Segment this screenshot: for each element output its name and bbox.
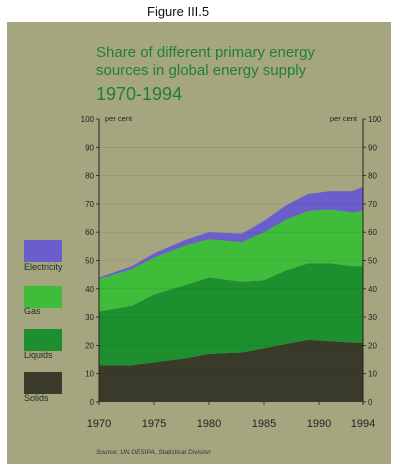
unit-label-left: per cent <box>105 114 133 123</box>
legend-swatch-liquids <box>24 329 62 351</box>
chart-title-line-1: Share of different primary energy <box>96 44 316 61</box>
x-tick-label-1980: 1980 <box>197 418 221 430</box>
y-tick-label-right-90: 90 <box>368 143 377 152</box>
figure-label: Figure III.5 <box>147 4 210 19</box>
legend-swatch-gas <box>24 286 62 308</box>
legend-label-solids: Solids <box>24 393 49 403</box>
area-liquids <box>99 263 363 366</box>
y-tick-label-left-40: 40 <box>85 285 94 294</box>
y-tick-label-left-60: 60 <box>85 228 94 237</box>
y-tick-label-left-100: 100 <box>81 115 95 124</box>
y-tick-label-left-10: 10 <box>85 370 94 379</box>
y-tick-label-left-80: 80 <box>85 172 94 181</box>
y-tick-label-right-100: 100 <box>368 115 382 124</box>
legend-label-electricity: Electricity <box>24 262 63 272</box>
y-tick-label-left-0: 0 <box>90 398 95 407</box>
y-tick-label-right-0: 0 <box>368 398 373 407</box>
chart-subtitle: 1970-1994 <box>96 84 183 104</box>
x-tick-label-1975: 1975 <box>142 418 166 430</box>
source-note: Source: UN DESIPA, Statistical Division <box>96 449 211 456</box>
x-tick-label-1994: 1994 <box>351 418 375 430</box>
legend-swatch-electricity <box>24 240 62 262</box>
y-tick-label-right-10: 10 <box>368 370 377 379</box>
area-gas <box>99 209 363 312</box>
y-tick-label-right-50: 50 <box>368 257 377 266</box>
y-tick-label-left-50: 50 <box>85 257 94 266</box>
y-tick-label-right-70: 70 <box>368 200 377 209</box>
x-tick-label-1985: 1985 <box>252 418 276 430</box>
legend-label-liquids: Liquids <box>24 350 53 360</box>
y-tick-label-left-70: 70 <box>85 200 94 209</box>
y-tick-label-right-60: 60 <box>368 228 377 237</box>
x-tick-label-1990: 1990 <box>307 418 331 430</box>
area-electricity <box>99 186 363 279</box>
unit-label-right: per cent <box>330 114 358 123</box>
y-tick-label-right-80: 80 <box>368 172 377 181</box>
y-tick-label-left-20: 20 <box>85 341 94 350</box>
legend-swatch-solids <box>24 372 62 394</box>
legend-label-gas: Gas <box>24 306 41 316</box>
x-tick-label-1970: 1970 <box>87 418 111 430</box>
chart-title-line-2: sources in global energy supply <box>96 62 307 79</box>
y-tick-label-right-40: 40 <box>368 285 377 294</box>
y-tick-label-right-20: 20 <box>368 341 377 350</box>
area-solids <box>99 339 363 402</box>
y-tick-label-right-30: 30 <box>368 313 377 322</box>
y-tick-label-left-30: 30 <box>85 313 94 322</box>
y-tick-label-left-90: 90 <box>85 143 94 152</box>
